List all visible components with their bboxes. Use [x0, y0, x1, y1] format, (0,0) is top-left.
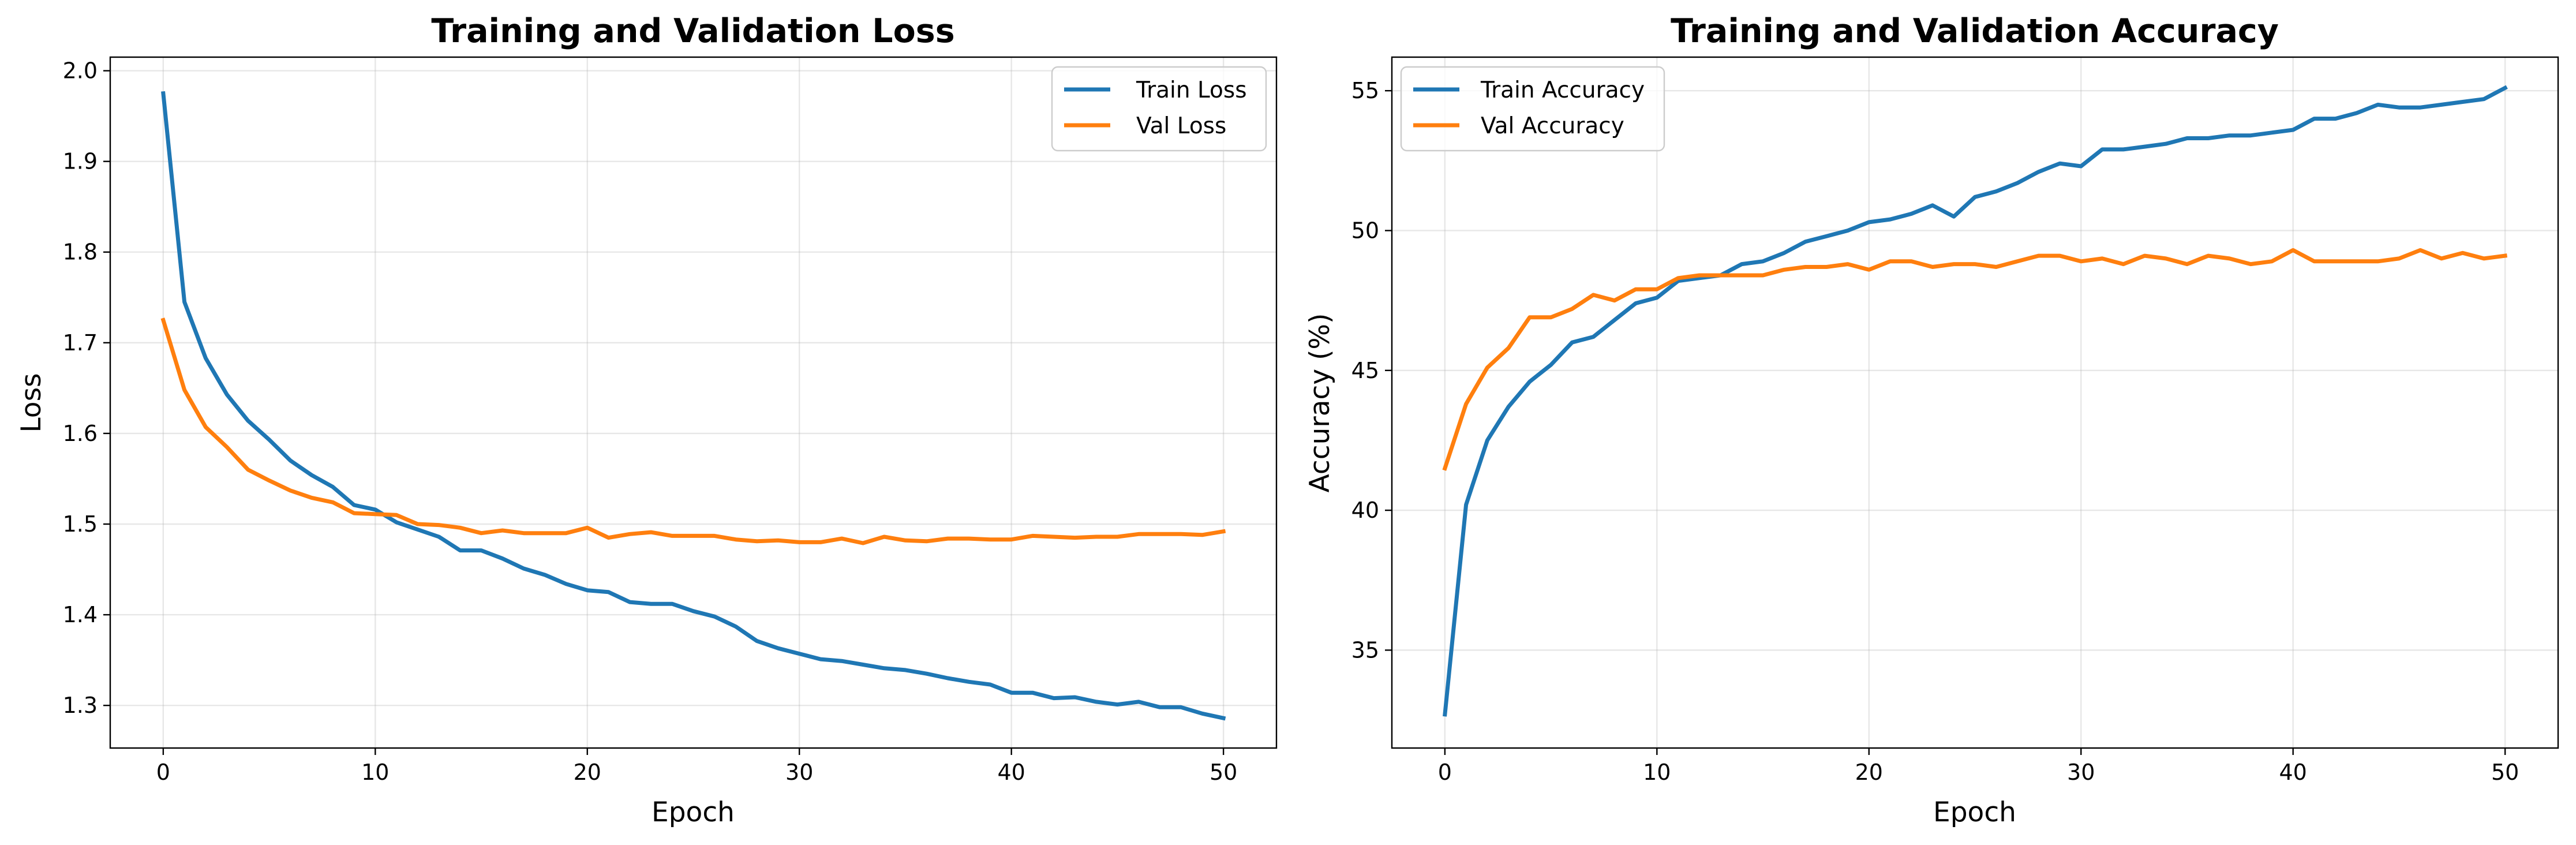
accuracy-legend-label-train: Train Accuracy — [1480, 77, 1645, 103]
accuracy-y-axis-label: Accuracy (%) — [1304, 313, 1336, 493]
loss-y-tick-label: 1.4 — [63, 602, 98, 627]
loss-x-tick-label: 50 — [1210, 760, 1237, 785]
accuracy-line-train-accuracy — [1443, 85, 2508, 717]
accuracy-y-tick-label: 40 — [1351, 498, 1379, 523]
loss-x-tick-label: 0 — [156, 760, 170, 785]
accuracy-legend-box — [1400, 66, 1665, 152]
accuracy-chart: Training and Validation Accuracy 0 10 20 30… — [1304, 12, 2559, 828]
accuracy-x-tick-label: 50 — [2491, 760, 2519, 785]
loss-legend: Train Loss Val Loss — [1051, 66, 1267, 152]
loss-plot-frame — [109, 56, 1278, 749]
loss-y-tick-label: 1.6 — [63, 421, 98, 446]
loss-chart: Training and Validation Loss 0 10 20 30 40 50… — [16, 12, 1278, 828]
accuracy-line-val-accuracy — [1442, 248, 2508, 471]
loss-y-tick-label: 1.3 — [63, 693, 98, 718]
accuracy-x-tick-label: 0 — [1438, 760, 1452, 785]
accuracy-legend: Train Accuracy Val Accuracy — [1400, 66, 1665, 152]
loss-y-tick-label: 1.8 — [63, 240, 98, 265]
accuracy-legend-label-val: Val Accuracy — [1481, 113, 1624, 139]
loss-legend-label-val: Val Loss — [1136, 113, 1226, 139]
loss-series-lines — [160, 91, 1226, 721]
loss-line-train-loss — [161, 91, 1226, 721]
loss-y-axis-label: Loss — [16, 373, 47, 432]
loss-legend-label-train: Train Loss — [1136, 77, 1247, 103]
loss-y-tick-label: 1.5 — [63, 511, 98, 537]
loss-x-tick-label: 30 — [785, 760, 813, 785]
accuracy-x-tick-label: 40 — [2279, 760, 2307, 785]
loss-y-tick-label: 1.9 — [63, 149, 98, 174]
accuracy-x-axis-label: Epoch — [1933, 797, 2016, 828]
accuracy-y-tick-label: 45 — [1351, 358, 1379, 383]
loss-y-tick-label: 2.0 — [63, 58, 98, 84]
loss-y-ticks: 1.3 1.4 1.5 1.6 1.7 1.8 1.9 2.0 — [63, 58, 110, 718]
accuracy-plot-frame — [1391, 56, 2559, 749]
accuracy-y-tick-label: 35 — [1351, 637, 1379, 663]
loss-chart-title: Training and Validation Loss — [431, 12, 954, 50]
loss-y-tick-label: 1.7 — [63, 330, 98, 356]
accuracy-x-tick-label: 10 — [1643, 760, 1671, 785]
accuracy-chart-title: Training and Validation Accuracy — [1671, 12, 2279, 50]
accuracy-y-ticks: 35 40 45 50 55 — [1351, 78, 1392, 663]
accuracy-x-tick-label: 20 — [1855, 760, 1883, 785]
accuracy-y-tick-label: 50 — [1351, 218, 1379, 243]
accuracy-series-lines — [1442, 85, 2508, 717]
accuracy-x-ticks: 0 10 20 30 40 50 — [1438, 748, 2519, 785]
accuracy-y-tick-label: 55 — [1351, 78, 1379, 103]
loss-x-ticks: 0 10 20 30 40 50 — [156, 748, 1237, 785]
loss-x-tick-label: 10 — [361, 760, 389, 785]
loss-x-tick-label: 20 — [574, 760, 601, 785]
loss-x-tick-label: 40 — [998, 760, 1025, 785]
loss-line-val-loss — [160, 317, 1226, 545]
loss-x-axis-label: Epoch — [652, 797, 735, 828]
accuracy-x-tick-label: 30 — [2067, 760, 2095, 785]
loss-grid — [110, 57, 1276, 748]
